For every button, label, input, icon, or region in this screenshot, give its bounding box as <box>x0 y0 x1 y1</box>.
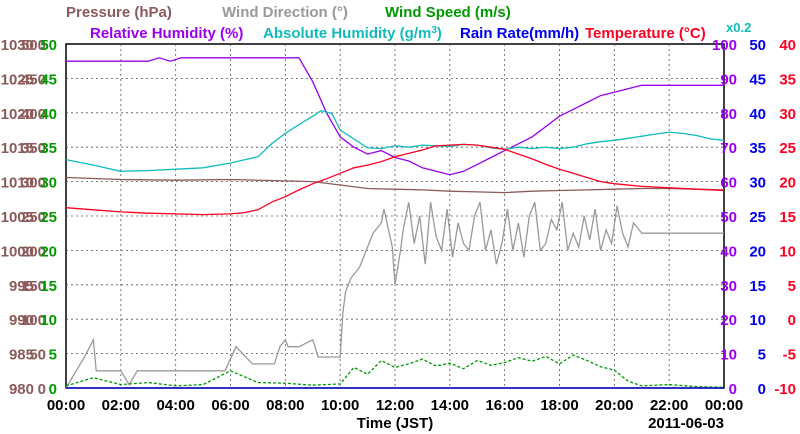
tick-label: 60 <box>720 175 737 192</box>
x-tick-label: 10:00 <box>321 397 359 414</box>
tick-label: 1015 <box>1 140 34 157</box>
tick-label: 10 <box>749 312 766 329</box>
x-tick-label: 02:00 <box>102 397 140 414</box>
tick-label: 1025 <box>1 71 34 88</box>
tick-label: 15 <box>40 278 57 295</box>
tick-label: 0 <box>38 381 46 398</box>
tick-label: 500 <box>21 37 46 54</box>
tick-label: 150 <box>21 278 46 295</box>
tick-label: 30 <box>779 106 796 123</box>
x-tick-label: 00:00 <box>705 397 743 414</box>
tick-label: 25 <box>779 140 796 157</box>
tick-label: 20 <box>779 175 796 192</box>
tick-label: 80 <box>720 106 737 123</box>
tick-label: 0 <box>729 381 737 398</box>
tick-label: 30 <box>720 278 737 295</box>
tick-label: 1030 <box>1 37 34 54</box>
tick-label: 70 <box>720 140 737 157</box>
series-line <box>65 354 725 388</box>
tick-label: 30 <box>40 175 57 192</box>
tick-label: 35 <box>779 71 796 88</box>
tick-label: 45 <box>749 71 766 88</box>
x-tick-label: 20:00 <box>595 397 633 414</box>
rain-scale-note: x0.2 <box>726 20 751 35</box>
x-tick-label: 04:00 <box>156 397 194 414</box>
series-line <box>65 143 725 216</box>
tick-label: 15 <box>749 278 766 295</box>
tick-label: 35 <box>40 140 57 157</box>
tick-label: 10 <box>720 347 737 364</box>
tick-label: 400 <box>21 106 46 123</box>
tick-label: 0 <box>49 381 57 398</box>
tick-label: 10 <box>779 243 796 260</box>
tick-label: 5 <box>49 347 57 364</box>
tick-label: 5 <box>788 278 796 295</box>
tick-label: 40 <box>779 37 796 54</box>
tick-label: 40 <box>40 106 57 123</box>
tick-label: 50 <box>29 347 46 364</box>
tick-label: 450 <box>21 71 46 88</box>
tick-label: 985 <box>9 347 34 364</box>
series-line <box>65 201 724 389</box>
date-label: 2011-06-03 <box>648 415 724 432</box>
series-line <box>66 57 724 176</box>
tick-label: 5 <box>758 347 766 364</box>
tick-label: 980 <box>9 381 34 398</box>
x-tick-label: 12:00 <box>376 397 414 414</box>
tick-label: 20 <box>749 243 766 260</box>
tick-label: 0 <box>788 312 796 329</box>
tick-label: 100 <box>21 312 46 329</box>
tick-label: 1000 <box>1 243 34 260</box>
tick-label: 200 <box>21 243 46 260</box>
tick-label: 25 <box>749 209 766 226</box>
legend-item: Absolute Humidity (g/m3) <box>263 25 442 43</box>
tick-label: 100 <box>712 37 737 54</box>
tick-label: 50 <box>720 209 737 226</box>
axis-labels: 9809859909951000100510101015102010251030… <box>1 20 796 432</box>
legend-item: Rain Rate(mm/h) <box>460 25 579 42</box>
tick-label: 990 <box>9 312 34 329</box>
tick-label: 995 <box>9 278 34 295</box>
tick-label: 30 <box>749 175 766 192</box>
x-tick-label: 00:00 <box>47 397 85 414</box>
x-tick-label: 18:00 <box>540 397 578 414</box>
x-tick-label: 22:00 <box>650 397 688 414</box>
tick-label: 1005 <box>1 209 34 226</box>
legend-item: Relative Humidity (%) <box>90 25 243 42</box>
x-axis-label: Time (JST) <box>357 415 433 432</box>
series-line <box>65 176 725 194</box>
tick-label: 20 <box>720 312 737 329</box>
tick-label: 15 <box>779 209 796 226</box>
tick-label: 40 <box>720 243 737 260</box>
tick-label: 45 <box>40 71 57 88</box>
legend: Pressure (hPa) Wind Direction (°) Wind Spe… <box>66 4 706 42</box>
legend-item: Pressure (hPa) <box>66 4 172 21</box>
tick-label: 50 <box>40 37 57 54</box>
tick-label: 90 <box>720 71 737 88</box>
tick-label: 10 <box>40 312 57 329</box>
x-tick-label: 16:00 <box>485 397 523 414</box>
tick-label: 300 <box>21 175 46 192</box>
tick-label: 0 <box>758 381 766 398</box>
tick-label: 25 <box>40 209 57 226</box>
legend-item: Wind Speed (m/s) <box>385 4 511 21</box>
tick-label: 250 <box>21 209 46 226</box>
tick-label: 1010 <box>1 175 34 192</box>
tick-label: 20 <box>40 243 57 260</box>
tick-label: 40 <box>749 106 766 123</box>
legend-item: Wind Direction (°) <box>222 4 348 21</box>
x-tick-label: 08:00 <box>266 397 304 414</box>
tick-label: -10 <box>774 381 796 398</box>
series-group <box>65 57 725 389</box>
tick-label: -5 <box>783 347 796 364</box>
x-tick-label: 14:00 <box>431 397 469 414</box>
tick-label: 50 <box>749 37 766 54</box>
tick-label: 350 <box>21 140 46 157</box>
legend-item: Temperature (°C) <box>585 25 706 42</box>
x-tick-label: 06:00 <box>211 397 249 414</box>
tick-label: 1020 <box>1 106 34 123</box>
tick-label: 35 <box>749 140 766 157</box>
